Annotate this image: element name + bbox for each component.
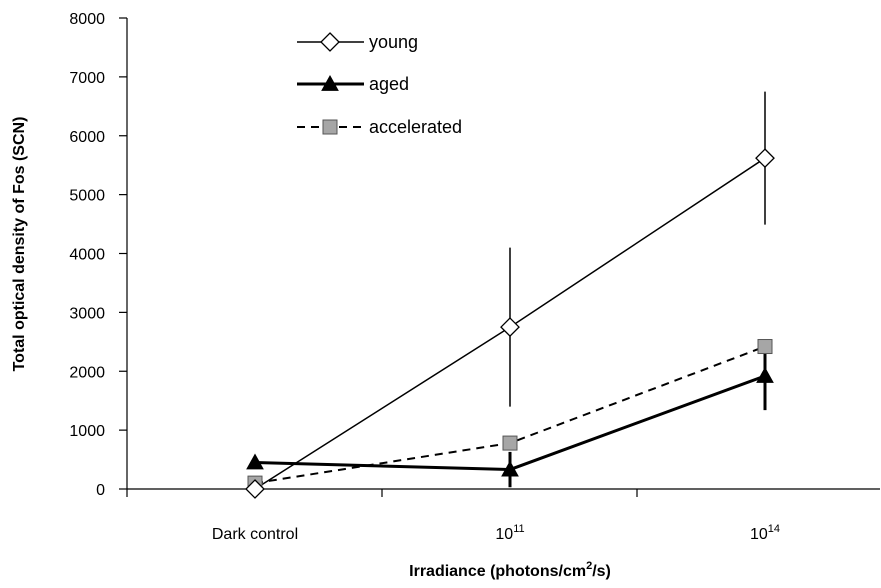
y-tick-label: 2000 [69, 364, 105, 381]
y-tick-label: 1000 [69, 423, 105, 440]
x-tick-label: 1014 [750, 523, 780, 543]
series-group [245, 91, 775, 499]
young-point [500, 317, 520, 338]
axes-group: 0 1000 2000 3000 4000 5000 6000 7000 8000 Dark co… [69, 11, 880, 543]
legend-young-marker [320, 32, 340, 52]
y-tick-label: 0 [96, 482, 105, 499]
x-tick-label: Dark control [212, 526, 298, 543]
y-axis-title: Total optical density of Fos (SCN) [11, 117, 28, 372]
y-tick-label: 4000 [69, 247, 105, 264]
aged-point [501, 460, 519, 477]
legend-accelerated-label: accelerated [369, 117, 462, 137]
aged-point [756, 366, 774, 383]
x-tick-label: 1011 [495, 523, 524, 543]
y-tick-label: 3000 [69, 305, 105, 322]
y-tick-label: 7000 [69, 70, 105, 87]
y-tick-label: 6000 [69, 129, 105, 146]
accelerated-point [502, 435, 518, 451]
legend-young-label: young [369, 32, 418, 52]
x-axis-title: Irradiance (photons/cm2/s) [409, 560, 611, 580]
y-tick-label: 5000 [69, 188, 105, 205]
legend-aged-marker [321, 74, 339, 91]
legend-accelerated-marker [322, 119, 338, 135]
accelerated-point [757, 339, 773, 355]
young-point [755, 148, 775, 169]
legend: young aged accelerated [297, 32, 462, 137]
y-tick-label: 8000 [69, 11, 105, 28]
young-point [245, 479, 265, 499]
aged-point [246, 453, 264, 470]
legend-aged-label: aged [369, 74, 409, 94]
